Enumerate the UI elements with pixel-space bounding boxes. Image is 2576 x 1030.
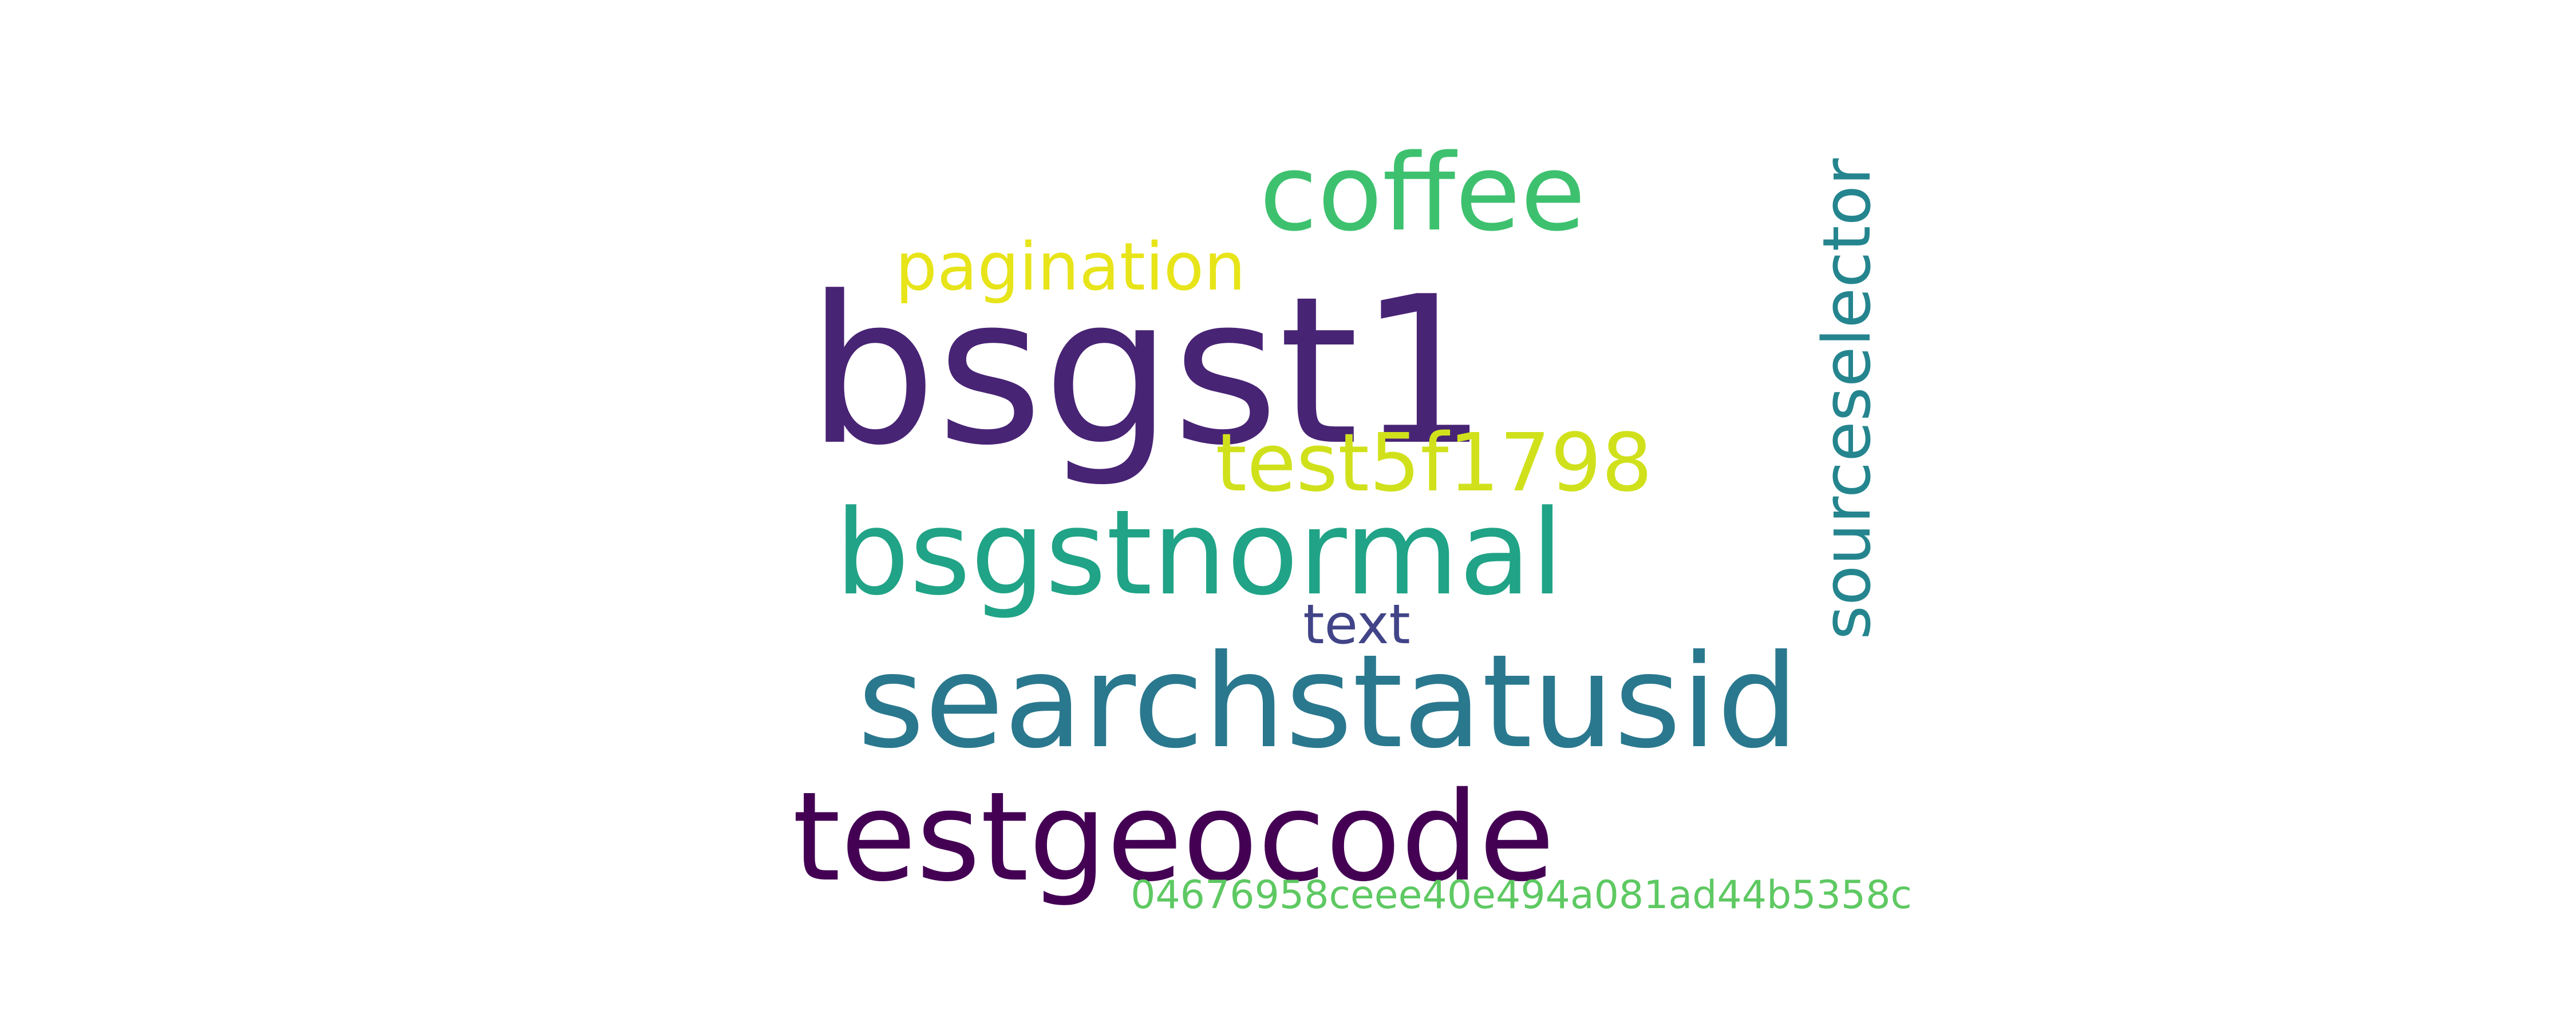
word-hash: 04676958ceee40e494a081ad44b5358c	[1131, 872, 1912, 918]
word-text: text	[1303, 593, 1411, 656]
word-sourceselector: sourceselector	[1809, 158, 1886, 640]
word-bsgstnormal: bsgstnormal	[835, 485, 1564, 621]
word-coffee: coffee	[1259, 131, 1586, 255]
word-bsgst1: bsgst1	[807, 252, 1488, 490]
word-testgeocode: testgeocode	[792, 765, 1555, 909]
word-pagination: pagination	[895, 229, 1246, 306]
word-test5f1798: test5f1798	[1215, 417, 1653, 510]
word-searchstatusid: searchstatusid	[857, 627, 1799, 777]
